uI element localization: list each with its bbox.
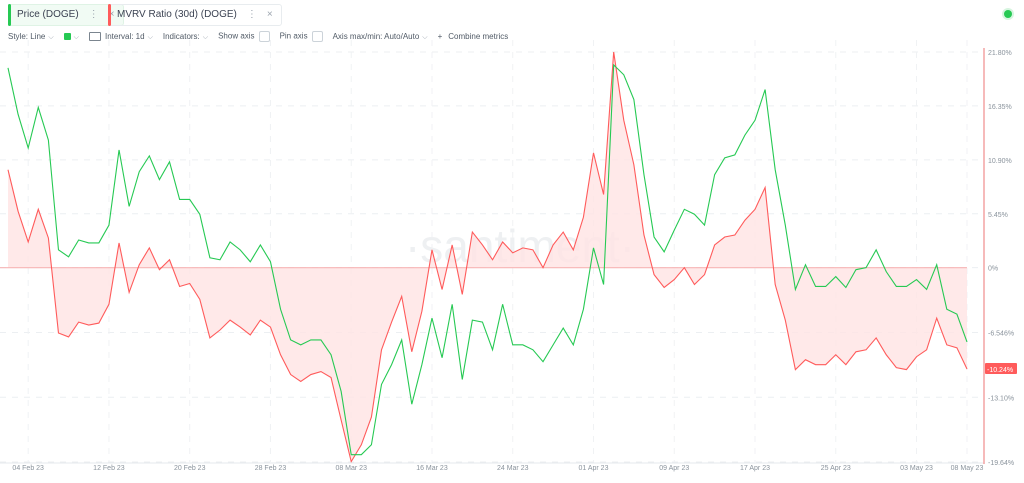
x-tick-label: 20 Feb 23 <box>174 465 206 472</box>
y-tick-label: 0% <box>988 266 998 273</box>
axis-maxmin-dropdown[interactable]: Axis max/min: Auto/Auto ⌵ <box>332 31 428 41</box>
more-options-icon[interactable]: ⋮ <box>88 9 99 20</box>
x-tick-label: 09 Apr 23 <box>659 465 689 472</box>
y-tick-label: -13.10% <box>988 395 1014 402</box>
show-axis-toggle[interactable]: Show axis <box>218 31 270 42</box>
series-color-bar <box>108 4 111 26</box>
color-dropdown[interactable]: ⌵ <box>63 32 79 42</box>
checkbox[interactable] <box>258 31 270 42</box>
last-value-label: -10.24% <box>987 367 1013 374</box>
tab-label: Price (DOGE) <box>17 9 79 20</box>
x-tick-label: 25 Apr 23 <box>821 465 851 472</box>
x-tick-label: 01 Apr 23 <box>579 465 609 472</box>
x-tick-label: 08 Mar 23 <box>335 465 367 472</box>
chevron-down-icon: ⌵ <box>48 33 54 41</box>
interval-dropdown[interactable]: Interval: 1d ⌵ <box>88 31 153 42</box>
price-line <box>7 63 968 456</box>
chevron-down-icon: ⌵ <box>202 33 209 41</box>
indicators-dropdown[interactable]: Indicators: ⌵ <box>162 31 209 41</box>
close-icon[interactable]: × <box>266 9 273 20</box>
y-tick-label: 10.90% <box>988 158 1012 165</box>
x-tick-label: 17 Apr 23 <box>740 465 770 472</box>
toolbar: Style: Line ⌵ ⌵ Interval: 1d ⌵ Indicators:… <box>8 31 508 42</box>
chevron-down-icon: ⌵ <box>422 33 428 41</box>
combine-metrics-button[interactable]: + Combine metrics <box>437 32 509 41</box>
close-icon[interactable]: × <box>108 9 115 20</box>
mvrv-line <box>7 51 968 464</box>
y-tick-label: 5.45% <box>988 212 1008 219</box>
plus-icon: + <box>437 32 443 41</box>
x-tick-label: 28 Feb 23 <box>255 465 287 472</box>
mvrv-area <box>8 52 967 462</box>
x-tick-label: 04 Feb 23 <box>12 465 44 472</box>
last-value-badge <box>985 362 1017 374</box>
y-tick-label: 16.35% <box>988 104 1012 111</box>
calendar-icon <box>88 31 101 41</box>
tab-label: MVRV Ratio (30d) (DOGE) <box>117 9 237 20</box>
x-tick-label: 24 Mar 23 <box>497 465 529 472</box>
pin-axis-toggle[interactable]: Pin axis <box>280 31 323 42</box>
chevron-down-icon: ⌵ <box>147 33 153 41</box>
color-swatch <box>63 32 71 40</box>
checkbox[interactable] <box>311 31 323 42</box>
more-options-icon[interactable]: ⋮ <box>246 9 257 20</box>
y-tick-label: -19.64% <box>988 460 1014 467</box>
x-tick-label: 12 Feb 23 <box>93 465 125 472</box>
tab-mvrv-doge[interactable]: MVRV Ratio (30d) (DOGE) ⋮ × <box>108 4 282 26</box>
y-tick-label: 21.80% <box>988 50 1012 57</box>
x-tick-label: 03 May 23 <box>900 465 933 472</box>
x-tick-label: 16 Mar 23 <box>416 465 448 472</box>
status-indicator <box>1004 10 1012 18</box>
x-tick-label: 08 May 23 <box>951 465 984 472</box>
tab-price-doge[interactable]: Price (DOGE) ⋮ × <box>8 4 124 26</box>
y-tick-label: -6.546% <box>988 330 1014 337</box>
series-color-bar <box>8 4 11 26</box>
chevron-down-icon: ⌵ <box>73 33 79 41</box>
style-dropdown[interactable]: Style: Line ⌵ <box>8 31 54 41</box>
